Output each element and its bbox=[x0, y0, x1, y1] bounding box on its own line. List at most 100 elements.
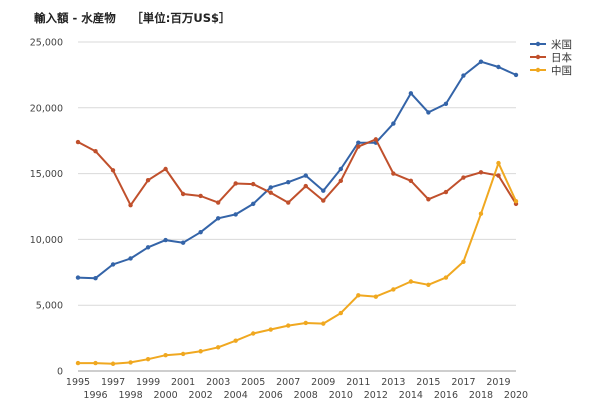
x-tick-label: 1999 bbox=[136, 377, 160, 388]
data-point bbox=[513, 72, 519, 78]
data-point bbox=[496, 160, 501, 166]
data-point bbox=[75, 139, 81, 145]
y-tick-label: 5,000 bbox=[36, 301, 63, 312]
x-tick-label: 2009 bbox=[311, 377, 335, 388]
series-line bbox=[77, 138, 517, 207]
data-point bbox=[251, 201, 256, 207]
series-lines bbox=[75, 59, 519, 366]
y-axis: 0 5,000 10,000 15,000 20,000 25,000 bbox=[30, 38, 63, 378]
data-point bbox=[198, 193, 203, 199]
data-point bbox=[321, 198, 326, 203]
legend-label: 米国 bbox=[551, 38, 572, 51]
x-tick-label: 2011 bbox=[346, 377, 370, 388]
data-point bbox=[128, 202, 133, 208]
data-point bbox=[163, 353, 168, 358]
data-point bbox=[251, 331, 256, 336]
data-point bbox=[513, 199, 519, 204]
data-point bbox=[286, 323, 291, 328]
legend-label: 日本 bbox=[551, 51, 572, 64]
series-line bbox=[78, 162, 517, 365]
x-tick-label: 2008 bbox=[294, 390, 318, 401]
legend-item: 米国 bbox=[530, 38, 572, 51]
data-point bbox=[303, 320, 308, 326]
x-tick-label: 1997 bbox=[101, 377, 125, 388]
x-tick-label: 2006 bbox=[259, 390, 283, 401]
data-point bbox=[110, 262, 116, 267]
data-point bbox=[321, 321, 326, 326]
data-point bbox=[321, 188, 326, 193]
data-point bbox=[356, 144, 361, 149]
data-point bbox=[268, 185, 273, 190]
legend-label: 中国 bbox=[551, 64, 572, 77]
legend-item: 中国 bbox=[530, 64, 572, 77]
data-point bbox=[408, 279, 414, 284]
data-point bbox=[251, 181, 256, 187]
x-tick-label: 2018 bbox=[469, 390, 493, 401]
series-1 bbox=[75, 59, 519, 281]
data-point bbox=[286, 200, 291, 205]
chart-title: 輸入額 - 水産物 ［単位:百万US$］ bbox=[34, 11, 231, 25]
data-point bbox=[461, 259, 466, 264]
legend-item: 日本 bbox=[530, 51, 572, 64]
x-tick-label: 2016 bbox=[434, 390, 458, 401]
data-point bbox=[408, 178, 414, 184]
x-tick-label: 1998 bbox=[118, 390, 142, 401]
data-point bbox=[496, 64, 501, 70]
series-line bbox=[77, 60, 517, 280]
data-point bbox=[338, 166, 343, 172]
x-tick-label: 1996 bbox=[83, 390, 107, 401]
x-tick-label: 2014 bbox=[399, 390, 423, 401]
data-point bbox=[356, 293, 361, 298]
data-point bbox=[478, 211, 484, 216]
data-point bbox=[163, 166, 168, 172]
data-point bbox=[286, 179, 291, 185]
data-point bbox=[443, 189, 449, 195]
data-point bbox=[338, 310, 343, 316]
data-point bbox=[233, 181, 238, 186]
data-point bbox=[128, 256, 133, 261]
y-tick-label: 10,000 bbox=[30, 235, 63, 246]
data-point bbox=[443, 101, 449, 107]
data-point bbox=[426, 197, 431, 202]
data-point bbox=[303, 173, 308, 178]
data-point bbox=[478, 59, 484, 64]
data-point bbox=[93, 360, 98, 366]
x-tick-label: 2005 bbox=[241, 377, 265, 388]
data-point bbox=[145, 356, 151, 362]
series-3 bbox=[75, 160, 519, 366]
data-point bbox=[110, 168, 116, 173]
data-point bbox=[233, 212, 238, 217]
legend-marker bbox=[535, 41, 541, 47]
data-point bbox=[215, 345, 221, 350]
x-axis: 1995 1997 1999 2001 2003 2005 2007 2009 2011 2013… bbox=[66, 377, 528, 401]
data-point bbox=[75, 360, 81, 366]
data-point bbox=[391, 171, 396, 176]
data-point bbox=[426, 282, 431, 288]
data-point bbox=[180, 351, 186, 357]
legend-marker bbox=[535, 67, 541, 73]
data-point bbox=[75, 275, 81, 280]
x-tick-label: 2001 bbox=[171, 377, 195, 388]
x-tick-label: 2004 bbox=[224, 390, 248, 401]
data-point bbox=[180, 191, 186, 197]
data-point bbox=[373, 294, 379, 299]
data-point bbox=[110, 361, 116, 366]
data-point bbox=[93, 276, 98, 281]
x-tick-label: 2015 bbox=[416, 377, 440, 388]
data-point bbox=[461, 73, 466, 78]
x-tick-label: 2007 bbox=[276, 377, 300, 388]
data-point bbox=[145, 245, 151, 250]
data-point bbox=[391, 121, 396, 126]
data-point bbox=[408, 91, 414, 96]
data-point bbox=[443, 275, 449, 280]
data-point bbox=[163, 237, 168, 243]
data-point bbox=[268, 190, 273, 195]
x-tick-label: 2017 bbox=[451, 377, 475, 388]
x-tick-label: 2019 bbox=[486, 377, 510, 388]
x-tick-label: 1995 bbox=[66, 377, 90, 388]
data-point bbox=[93, 149, 98, 154]
data-point bbox=[215, 216, 221, 221]
data-point bbox=[303, 183, 308, 189]
